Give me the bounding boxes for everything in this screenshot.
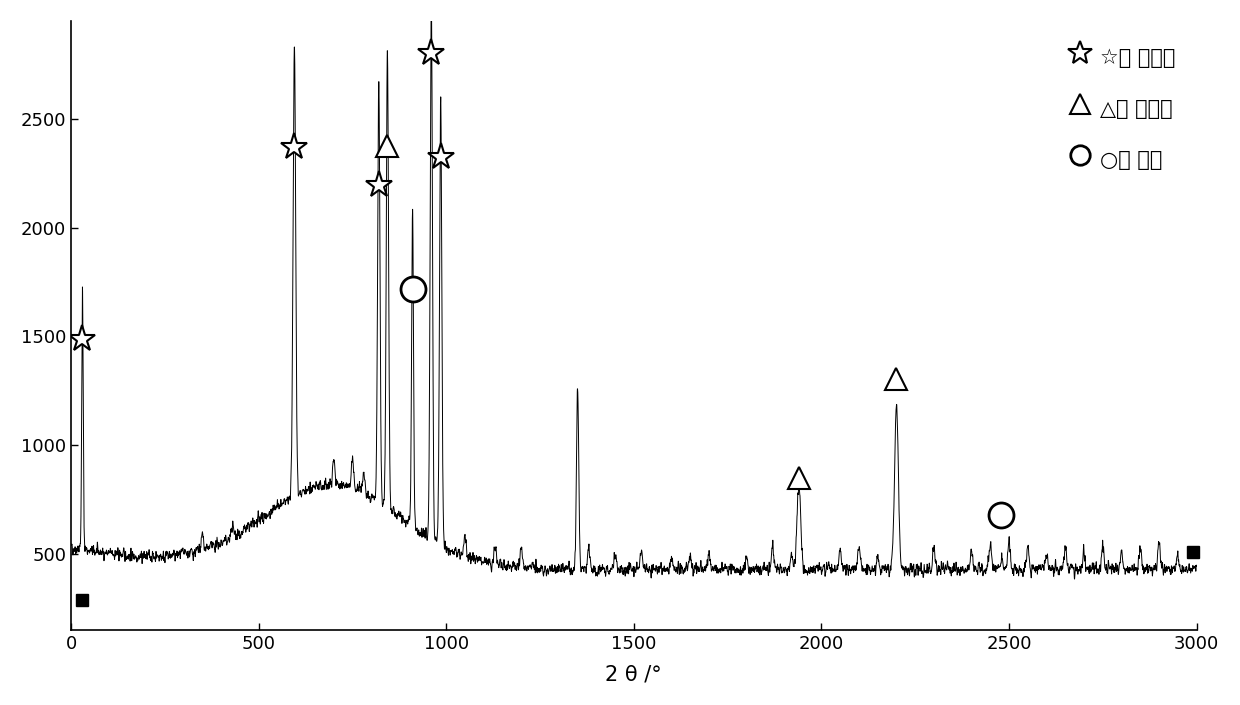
Legend: ☆一 堇青石, △一 莫来石, ○一 石英: ☆一 堇青石, △一 莫来石, ○一 石英 [1056, 31, 1187, 186]
X-axis label: 2 θ /°: 2 θ /° [605, 664, 662, 684]
